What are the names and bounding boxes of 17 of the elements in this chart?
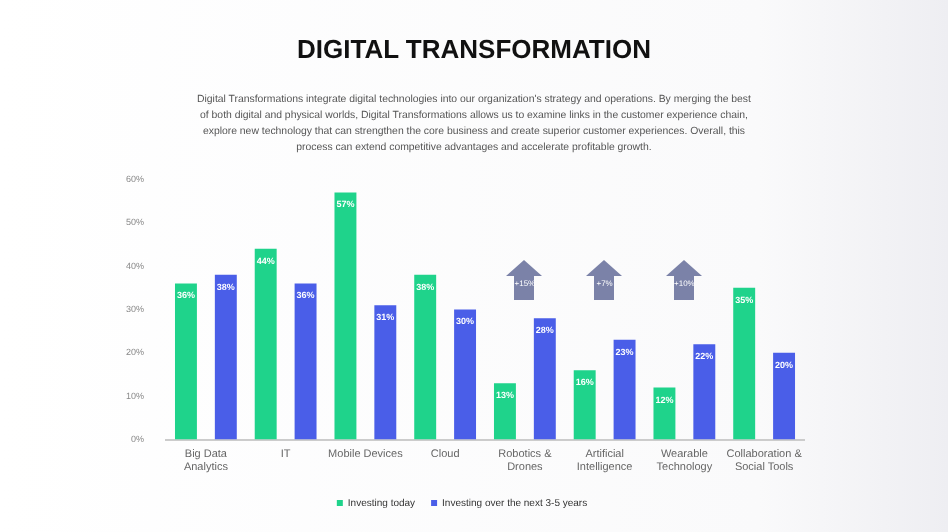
bar <box>733 287 756 440</box>
bar <box>773 352 796 440</box>
bar <box>573 370 596 440</box>
chart-title: DIGITAL TRANSFORMATION <box>295 34 653 64</box>
bar <box>533 318 556 440</box>
bar <box>613 339 636 440</box>
bar <box>454 309 477 440</box>
bar <box>334 192 357 440</box>
bar <box>374 305 397 440</box>
bar <box>653 387 676 440</box>
bar <box>254 248 277 440</box>
bar <box>294 283 317 440</box>
bar <box>414 274 437 440</box>
bar <box>693 344 716 440</box>
bar <box>214 274 237 440</box>
bar <box>493 383 516 440</box>
bar <box>174 283 197 440</box>
